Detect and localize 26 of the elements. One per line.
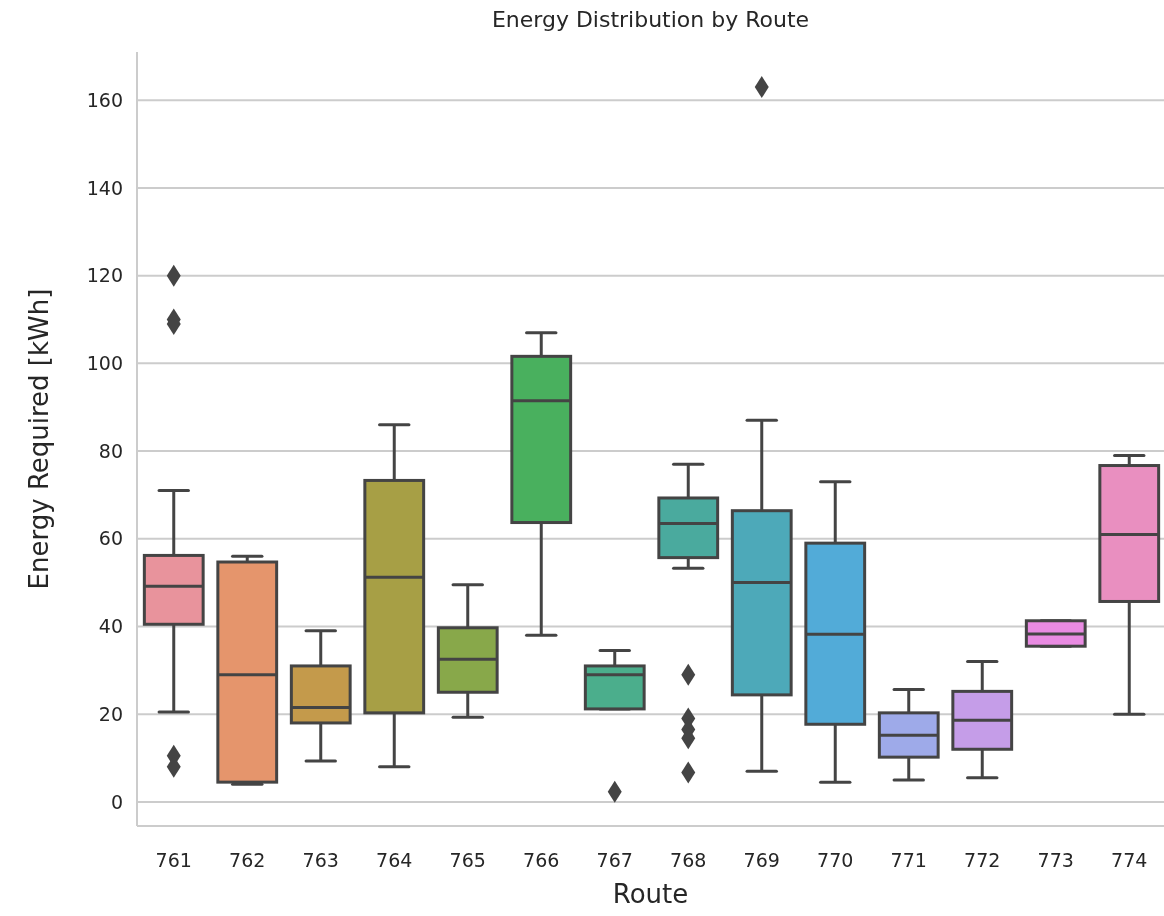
x-tick-label: 771 <box>890 848 927 871</box>
x-tick-label: 770 <box>817 848 854 871</box>
x-tick-label: 762 <box>229 848 266 871</box>
x-axis-title: Route <box>612 879 689 909</box>
x-tick-label: 767 <box>596 848 633 871</box>
x-tick-label: 764 <box>376 848 413 871</box>
y-tick-label: 140 <box>86 176 123 199</box>
y-axis-title: Energy Required [kWh] <box>24 288 54 590</box>
x-tick-label: 773 <box>1037 848 1074 871</box>
x-tick-label: 765 <box>449 848 486 871</box>
x-tick-label: 772 <box>964 848 1001 871</box>
x-tick-label: 763 <box>302 848 339 871</box>
x-tick-label: 761 <box>155 848 192 871</box>
x-tick-label: 774 <box>1111 848 1148 871</box>
y-tick-label: 20 <box>98 702 123 725</box>
y-tick-label: 40 <box>98 615 123 638</box>
y-tick-label: 100 <box>86 352 123 374</box>
y-tick-label: 60 <box>98 527 123 550</box>
y-tick-label: 80 <box>98 439 123 462</box>
y-tick-label: 120 <box>86 264 123 287</box>
x-tick-label: 769 <box>743 848 780 871</box>
x-tick-label: 768 <box>670 848 707 871</box>
y-tick-label: 0 <box>110 790 123 813</box>
x-tick-label: 766 <box>523 848 560 871</box>
chart-title: Energy Distribution by Route <box>491 7 810 32</box>
y-tick-label: 160 <box>86 88 123 111</box>
